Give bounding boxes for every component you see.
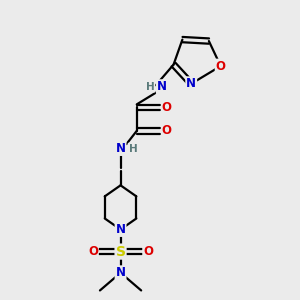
Text: O: O bbox=[162, 101, 172, 114]
Text: H: H bbox=[146, 82, 154, 92]
Text: H: H bbox=[128, 143, 137, 154]
Text: N: N bbox=[116, 266, 126, 279]
Text: N: N bbox=[157, 80, 167, 93]
Text: N: N bbox=[116, 142, 126, 155]
Text: N: N bbox=[186, 77, 196, 90]
Text: O: O bbox=[216, 60, 226, 73]
Text: S: S bbox=[116, 244, 126, 259]
Text: O: O bbox=[88, 245, 98, 258]
Text: O: O bbox=[143, 245, 153, 258]
Text: O: O bbox=[162, 124, 172, 137]
Text: N: N bbox=[116, 223, 126, 236]
